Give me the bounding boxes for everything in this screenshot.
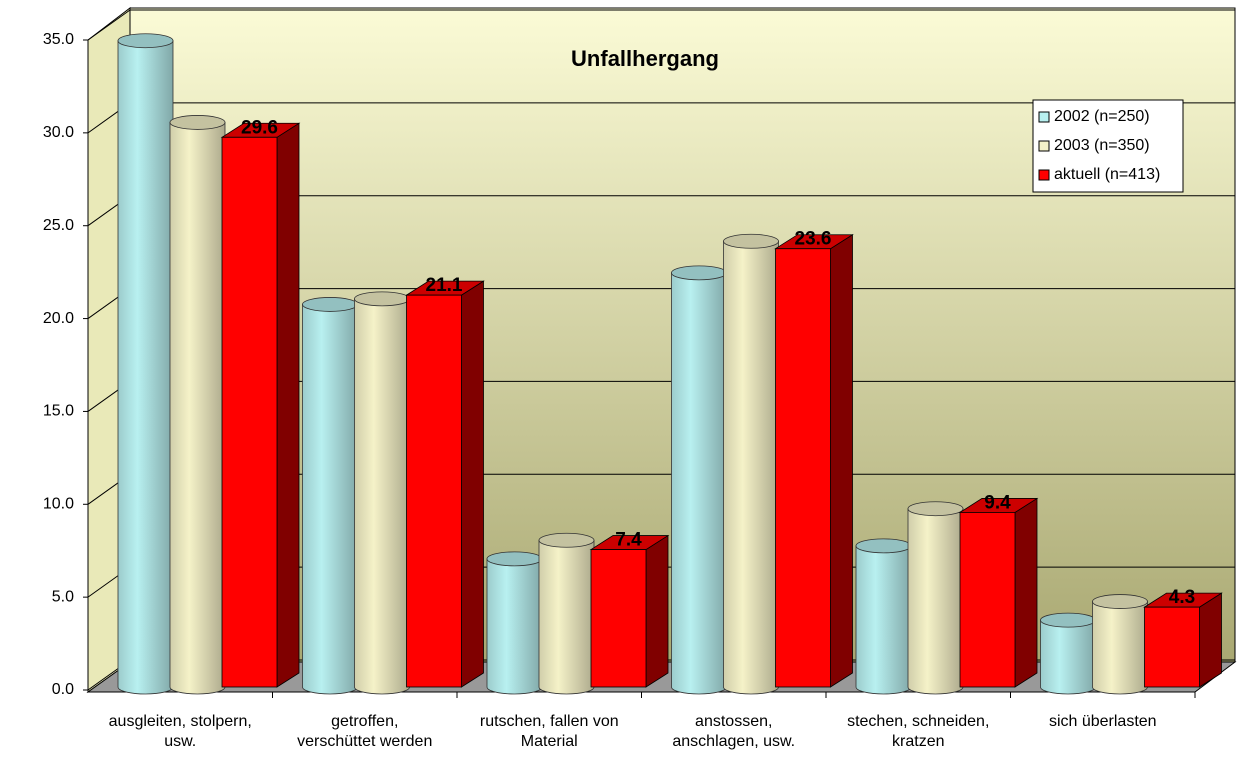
x-tick-label: usw. — [164, 733, 196, 750]
bar-side — [1199, 592, 1222, 688]
x-tick-label: ausgleiten, stolpern, — [109, 713, 252, 730]
legend-label: 2003 (n=350) — [1054, 137, 1150, 154]
x-tick-label: anschlagen, usw. — [672, 733, 795, 750]
legend-swatch — [1038, 111, 1050, 123]
bar — [302, 304, 358, 695]
bar — [1144, 606, 1200, 688]
bar — [855, 545, 912, 695]
legend-label: aktuell (n=413) — [1054, 166, 1160, 183]
bar — [959, 512, 1016, 688]
grid-line — [87, 9, 1235, 41]
bar — [354, 298, 410, 695]
legend-swatch — [1038, 140, 1050, 152]
y-tick-label: 25.0 — [43, 217, 74, 234]
bar — [169, 122, 226, 695]
x-tick-label: verschüttet werden — [297, 733, 432, 750]
bar-top — [354, 291, 410, 307]
bar — [1092, 601, 1148, 695]
data-label: 29.6 — [241, 117, 278, 138]
x-tick-label: kratzen — [892, 733, 944, 750]
bar-side — [645, 534, 669, 688]
bar-side — [276, 122, 300, 688]
chart-title: Unfallhergang — [571, 46, 719, 71]
bar-top — [169, 115, 226, 130]
y-tick-label: 30.0 — [43, 124, 74, 141]
bar — [671, 272, 727, 695]
x-tick-label: getroffen, — [331, 713, 398, 730]
bar — [221, 136, 278, 688]
bar — [1040, 619, 1096, 695]
bar-side — [1014, 497, 1038, 688]
x-tick-label: Material — [521, 733, 578, 750]
bar-top — [302, 297, 358, 312]
bar — [486, 558, 543, 695]
legend — [1032, 99, 1184, 193]
bar — [538, 539, 595, 695]
bar — [406, 294, 462, 688]
bar-top — [907, 501, 964, 517]
y-tick-label: 10.0 — [43, 496, 74, 513]
data-label: 21.1 — [426, 275, 463, 296]
bar-side — [461, 280, 484, 688]
y-tick-label: 0.0 — [52, 681, 74, 698]
bar — [590, 549, 647, 688]
bar — [723, 240, 779, 695]
bar-top — [117, 33, 174, 49]
data-label: 7.4 — [615, 530, 642, 551]
bar-top — [1040, 612, 1096, 628]
x-tick-label: rutschen, fallen von — [480, 713, 619, 730]
bar-top — [1092, 594, 1148, 609]
bar-top — [486, 551, 543, 567]
data-label: 9.4 — [984, 492, 1011, 513]
bar-top — [855, 538, 912, 554]
y-tick-label: 5.0 — [52, 588, 74, 605]
bar-side — [830, 233, 853, 688]
bar-top — [671, 265, 727, 281]
y-tick-label: 35.0 — [43, 31, 74, 48]
bar-top — [538, 532, 595, 548]
data-label: 23.6 — [795, 229, 832, 250]
x-tick-label: sich überlasten — [1049, 713, 1157, 730]
legend-label: 2002 (n=250) — [1054, 108, 1150, 125]
y-tick-label: 15.0 — [43, 403, 74, 420]
x-tick-label: stechen, schneiden, — [847, 713, 989, 730]
bar — [117, 40, 174, 695]
y-tick-label: 20.0 — [43, 310, 74, 327]
data-label: 4.3 — [1169, 587, 1195, 608]
bar — [775, 248, 831, 688]
x-tick-label: anstossen, — [695, 713, 772, 730]
legend-swatch — [1038, 169, 1050, 181]
bar-top — [723, 233, 779, 249]
bar — [907, 508, 964, 695]
